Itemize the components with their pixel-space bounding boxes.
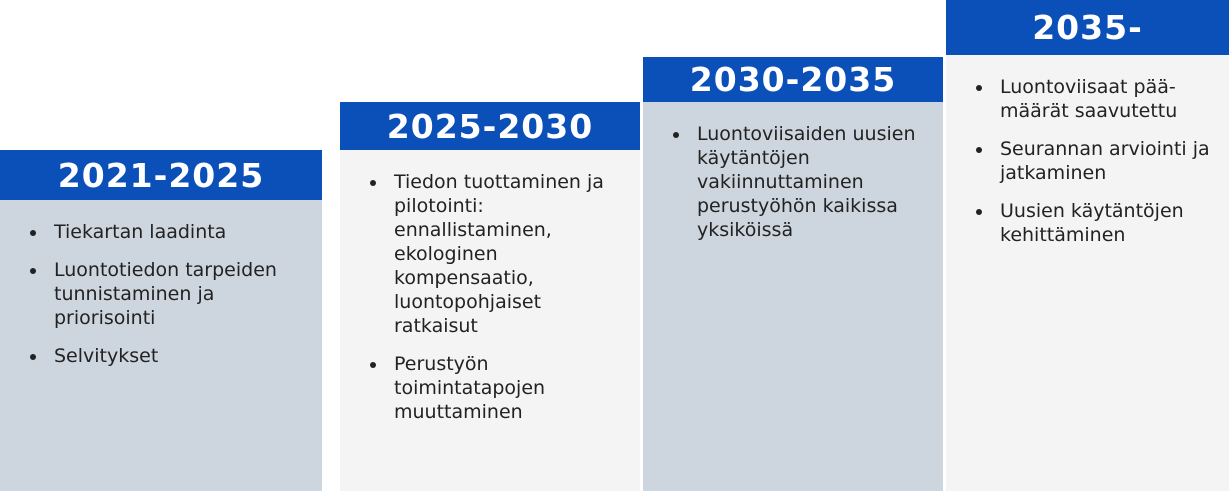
stage-header: 2025-2030 <box>340 102 640 150</box>
stage-column: 2021-2025 Tiekartan laadinta Luontotiedon … <box>0 150 322 491</box>
bullet-item: Tiedon tuottaminen ja pilotointi: ennall… <box>388 170 626 338</box>
stage-header: 2030-2035 <box>643 57 943 102</box>
bullet-item: Luontoviisaiden uusien käytäntöjen vakii… <box>691 122 929 242</box>
bullet-item: Selvitykset <box>48 344 308 368</box>
bullet-item: Perustyön toimintatapojen muuttaminen <box>388 352 626 424</box>
stage-body: Tiedon tuottaminen ja pilotointi: ennall… <box>340 150 640 491</box>
bullet-item: Uusien käytäntöjen kehittäminen <box>994 199 1215 247</box>
bullet-list: Luontoviisaiden uusien käytäntöjen vakii… <box>643 102 943 242</box>
bullet-item: Luontoviisaat pää-määrät saavutettu <box>994 75 1215 123</box>
bullet-item: Luontotiedon tarpeiden tunnistaminen ja … <box>48 258 308 330</box>
bullet-item: Seurannan arviointi ja jatkaminen <box>994 137 1215 185</box>
stage-column: 2025-2030 Tiedon tuottaminen ja pilotoint… <box>340 102 640 491</box>
stage-header: 2021-2025 <box>0 150 322 200</box>
stage-column: 2035-Luontoviisaat pää-määrät saavutettu… <box>946 0 1229 491</box>
bullet-item: Tiekartan laadinta <box>48 220 308 244</box>
stage-column: 2030-2035 Luontoviisaiden uusien käytäntö… <box>643 57 943 491</box>
stage-header: 2035- <box>946 0 1229 55</box>
bullet-list: Tiedon tuottaminen ja pilotointi: ennall… <box>340 150 640 424</box>
stage-body: Luontoviisaat pää-määrät saavutettu Seura… <box>946 55 1229 491</box>
stage-body: Luontoviisaiden uusien käytäntöjen vakii… <box>643 102 943 491</box>
bullet-list: Luontoviisaat pää-määrät saavutettu Seura… <box>946 55 1229 247</box>
bullet-list: Tiekartan laadinta Luontotiedon tarpeiden… <box>0 200 322 368</box>
stage-body: Tiekartan laadinta Luontotiedon tarpeiden… <box>0 200 322 491</box>
